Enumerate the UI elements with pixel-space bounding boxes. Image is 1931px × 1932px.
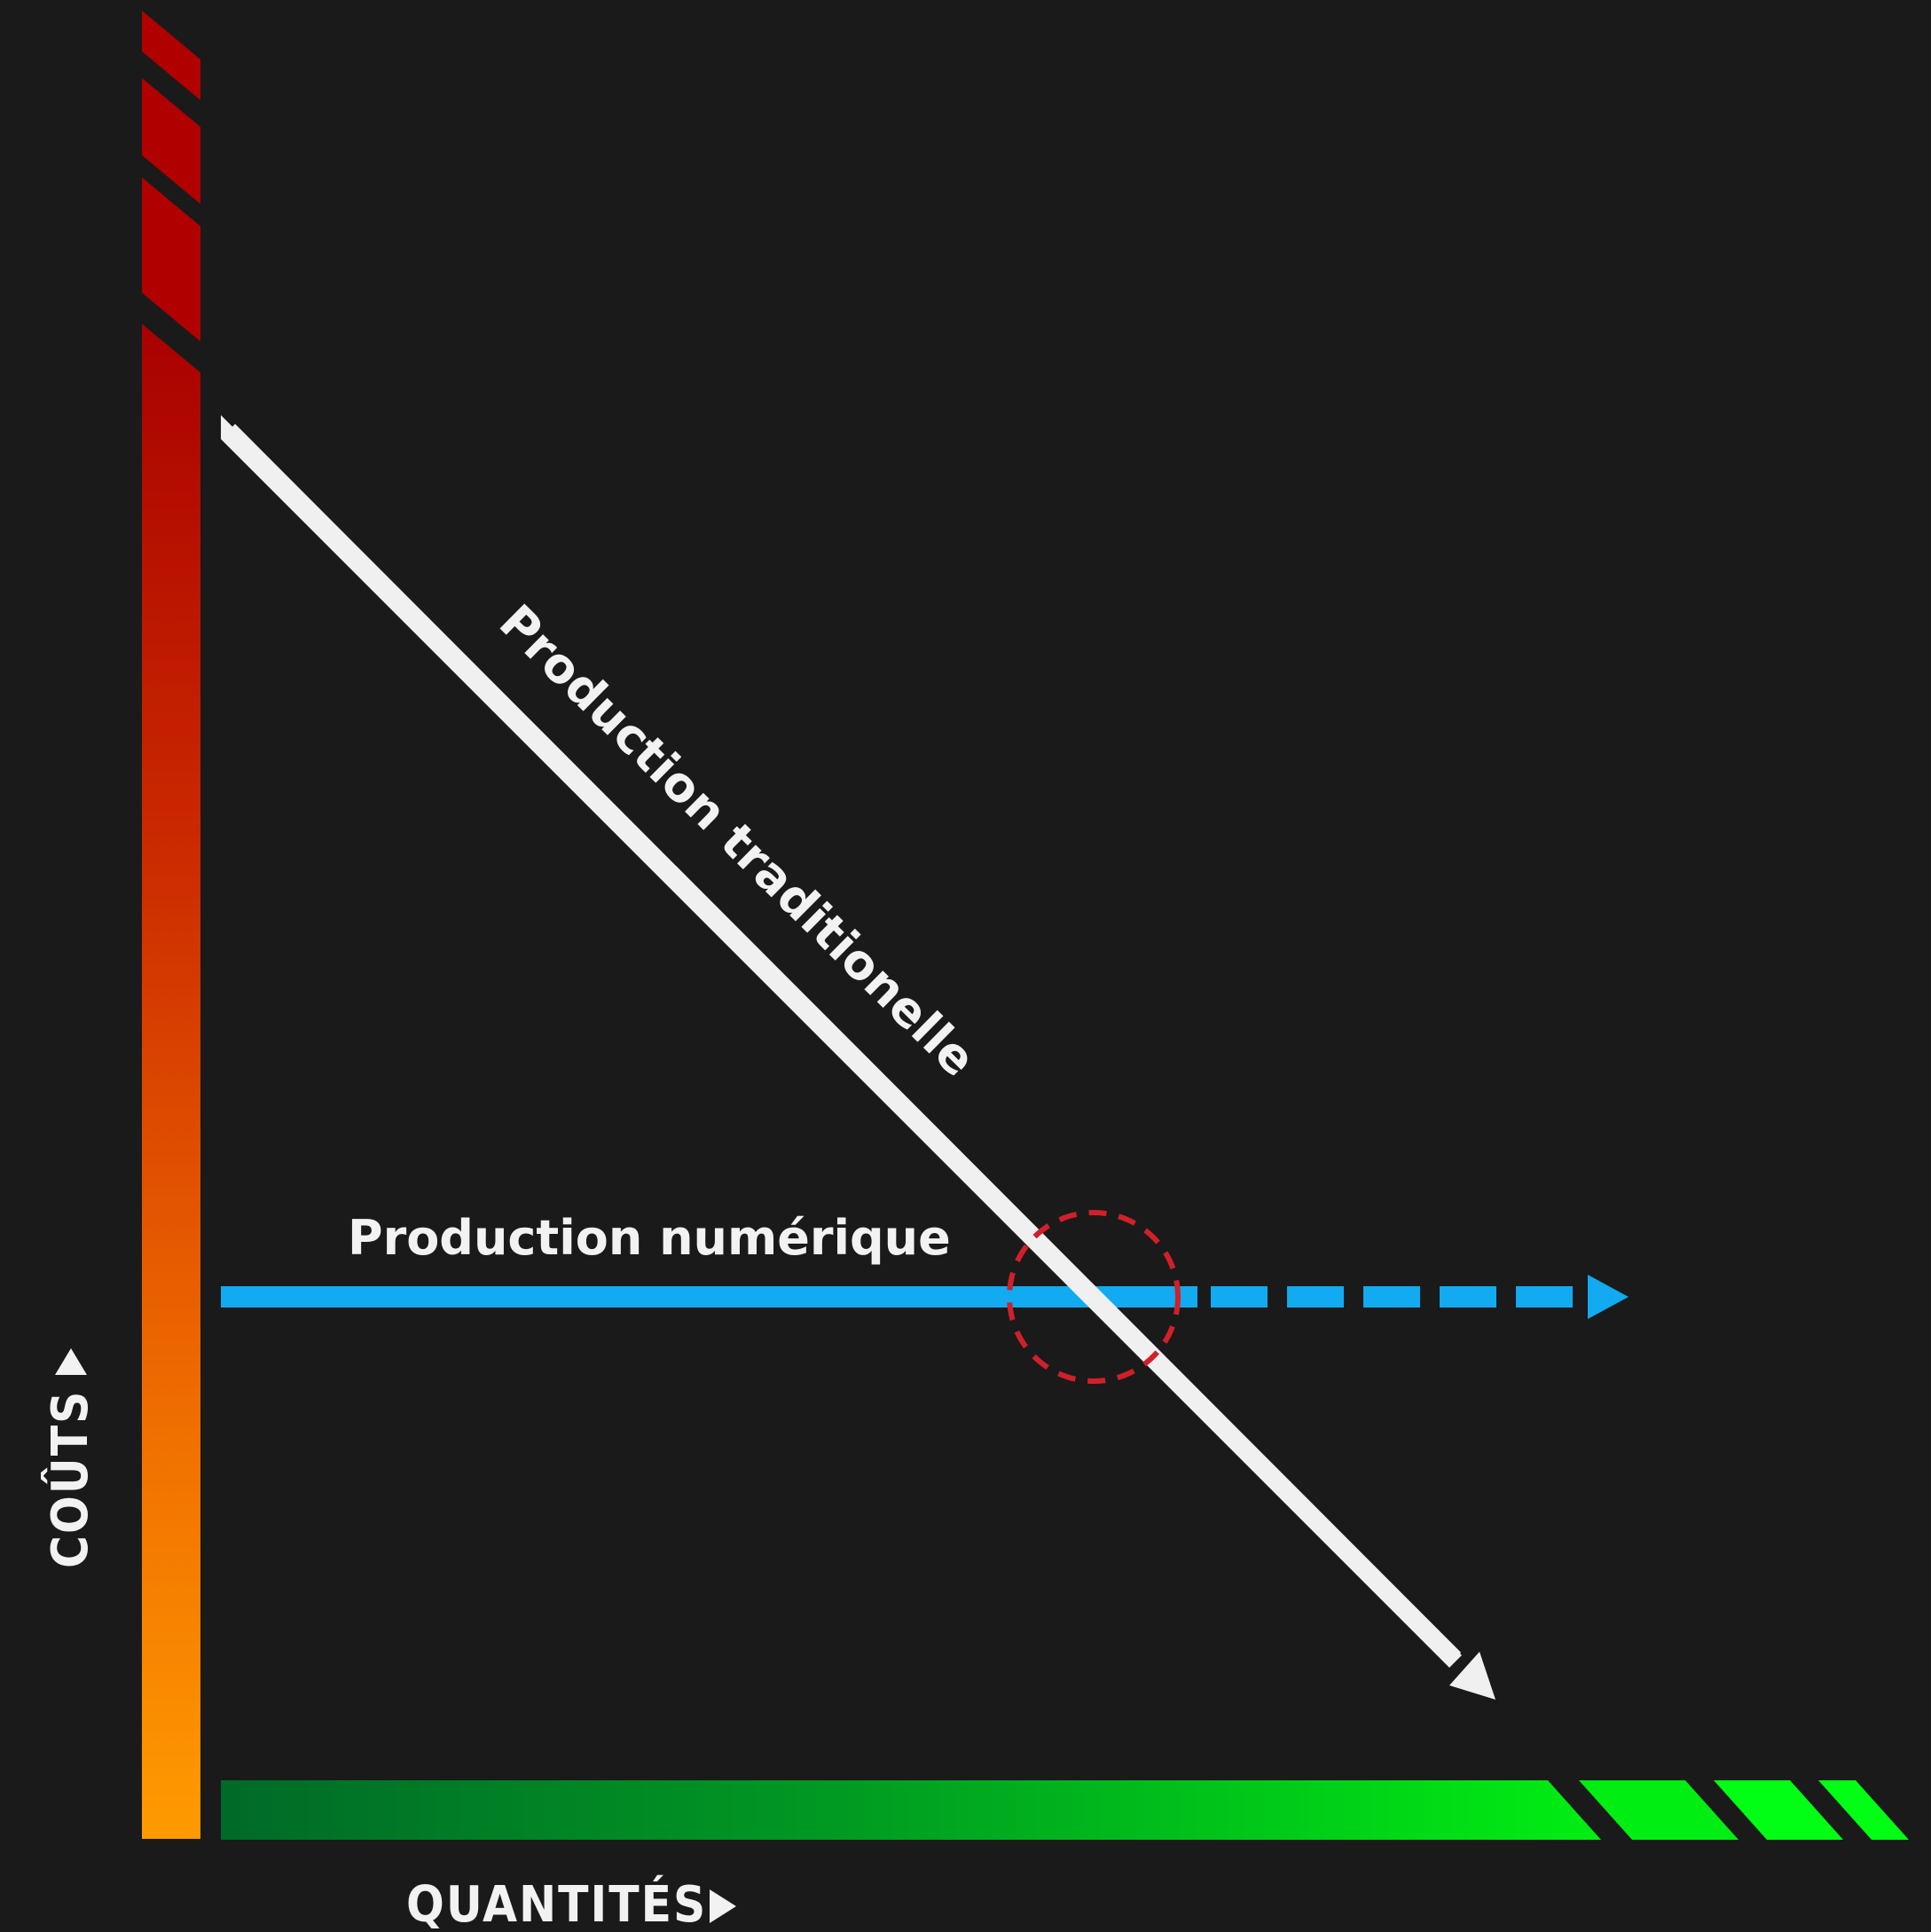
digital-arrowhead-icon bbox=[1588, 1275, 1629, 1319]
quantity-axis-stripe-1 bbox=[1579, 1780, 1739, 1840]
traditional-arrowhead-icon bbox=[1449, 1652, 1495, 1700]
intersection-marker bbox=[1007, 1210, 1181, 1384]
cost-axis-stripe-3 bbox=[142, 11, 200, 100]
cost-axis-main bbox=[142, 324, 200, 1839]
quantity-axis-main bbox=[221, 1780, 1601, 1840]
digital-line-label: Production numérique bbox=[348, 1210, 951, 1266]
cost-axis-stripe-1 bbox=[142, 177, 200, 342]
traditional-line-stroke bbox=[222, 423, 1462, 1666]
x-axis-label: QUANTITÉS bbox=[406, 1875, 707, 1932]
y-axis-label: COÛTS bbox=[42, 1390, 99, 1568]
quantity-axis-stripe-3 bbox=[1818, 1780, 1909, 1840]
x-axis-arrow-icon bbox=[710, 1889, 736, 1923]
digital-production-line bbox=[221, 1275, 1629, 1319]
cost-axis-stripe-2 bbox=[142, 78, 200, 204]
cost-axis-bar bbox=[142, 11, 200, 1839]
traditional-production-line bbox=[221, 415, 1495, 1700]
quantity-axis-bar bbox=[221, 1780, 1909, 1840]
traditional-line-label: Production traditionelle bbox=[489, 593, 986, 1087]
y-axis-arrow-icon bbox=[55, 1348, 87, 1375]
quantity-axis-stripe-2 bbox=[1714, 1780, 1843, 1840]
